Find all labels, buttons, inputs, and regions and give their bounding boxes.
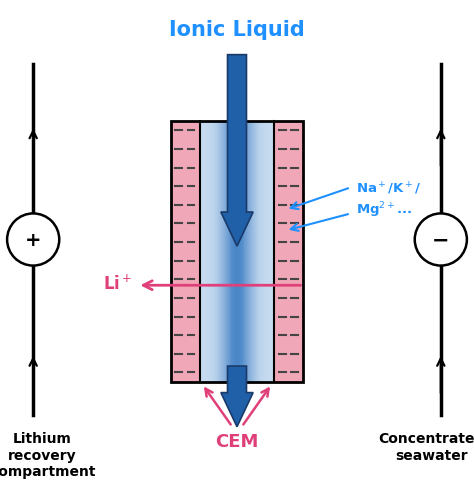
Bar — [219, 122, 221, 382]
Text: Na$^+$/K$^+$/
Mg$^{2+}$...: Na$^+$/K$^+$/ Mg$^{2+}$... — [356, 180, 421, 219]
Bar — [231, 122, 233, 382]
Bar — [267, 122, 268, 382]
Bar — [209, 122, 210, 382]
Bar — [219, 122, 220, 382]
Bar — [261, 122, 263, 382]
Bar — [227, 122, 228, 382]
Bar — [204, 122, 206, 382]
Text: Ionic Liquid: Ionic Liquid — [169, 20, 305, 39]
FancyArrow shape — [221, 366, 253, 427]
Bar — [214, 122, 215, 382]
Bar — [220, 122, 222, 382]
Text: +: + — [25, 230, 41, 250]
Bar — [215, 122, 216, 382]
Bar — [268, 122, 269, 382]
Bar — [233, 122, 235, 382]
Bar — [255, 122, 256, 382]
Bar — [256, 122, 258, 382]
Text: −: − — [432, 230, 449, 250]
Bar — [232, 122, 234, 382]
Bar — [235, 122, 237, 382]
Bar — [272, 122, 273, 382]
Bar — [206, 122, 208, 382]
Bar — [230, 122, 232, 382]
Bar — [228, 122, 229, 382]
Bar — [237, 122, 238, 382]
Bar — [272, 122, 273, 382]
Bar — [171, 122, 303, 382]
Bar — [218, 122, 219, 382]
Bar — [250, 122, 251, 382]
Bar — [240, 122, 241, 382]
Bar — [224, 122, 226, 382]
Bar — [257, 122, 259, 382]
Bar — [203, 122, 205, 382]
Bar — [236, 122, 237, 382]
Bar — [171, 122, 200, 382]
Bar — [265, 122, 266, 382]
Bar — [213, 122, 214, 382]
Bar — [205, 122, 207, 382]
Bar — [225, 122, 226, 382]
Bar — [254, 122, 255, 382]
Bar — [244, 122, 245, 382]
Text: CEM: CEM — [215, 432, 259, 450]
Bar — [212, 122, 213, 382]
Bar — [258, 122, 260, 382]
Bar — [229, 122, 231, 382]
Bar — [216, 122, 217, 382]
Bar — [273, 122, 274, 382]
Bar — [264, 122, 265, 382]
Text: Li$^+$: Li$^+$ — [103, 274, 133, 293]
Bar — [242, 122, 243, 382]
Bar — [270, 122, 271, 382]
Text: Concentrated
seawater: Concentrated seawater — [378, 432, 474, 462]
Bar — [253, 122, 254, 382]
Circle shape — [7, 214, 59, 266]
Bar — [210, 122, 211, 382]
Bar — [241, 122, 242, 382]
Bar — [202, 122, 203, 382]
Bar — [243, 122, 244, 382]
Bar — [271, 122, 272, 382]
Bar — [245, 122, 246, 382]
Bar — [247, 122, 249, 382]
Bar — [266, 122, 267, 382]
Bar — [234, 122, 236, 382]
Bar — [200, 122, 201, 382]
Bar — [222, 122, 224, 382]
Bar — [262, 122, 264, 382]
FancyArrow shape — [221, 56, 253, 247]
Bar — [246, 122, 248, 382]
Bar — [263, 122, 264, 382]
Bar — [246, 122, 247, 382]
Bar — [238, 122, 239, 382]
Bar — [201, 122, 202, 382]
Bar — [223, 122, 225, 382]
Text: Lithium
recovery
compartment: Lithium recovery compartment — [0, 432, 95, 478]
Bar — [208, 122, 210, 382]
Bar — [249, 122, 250, 382]
Bar — [251, 122, 252, 382]
Bar — [252, 122, 253, 382]
Bar — [259, 122, 261, 382]
Bar — [226, 122, 227, 382]
Circle shape — [415, 214, 467, 266]
Bar — [221, 122, 223, 382]
Bar — [202, 122, 204, 382]
Bar — [239, 122, 240, 382]
Bar — [255, 122, 257, 382]
Bar — [260, 122, 262, 382]
Bar — [274, 122, 303, 382]
Bar — [217, 122, 218, 382]
Bar — [269, 122, 270, 382]
Bar — [207, 122, 209, 382]
Bar — [211, 122, 212, 382]
Bar — [248, 122, 249, 382]
Bar — [228, 122, 230, 382]
